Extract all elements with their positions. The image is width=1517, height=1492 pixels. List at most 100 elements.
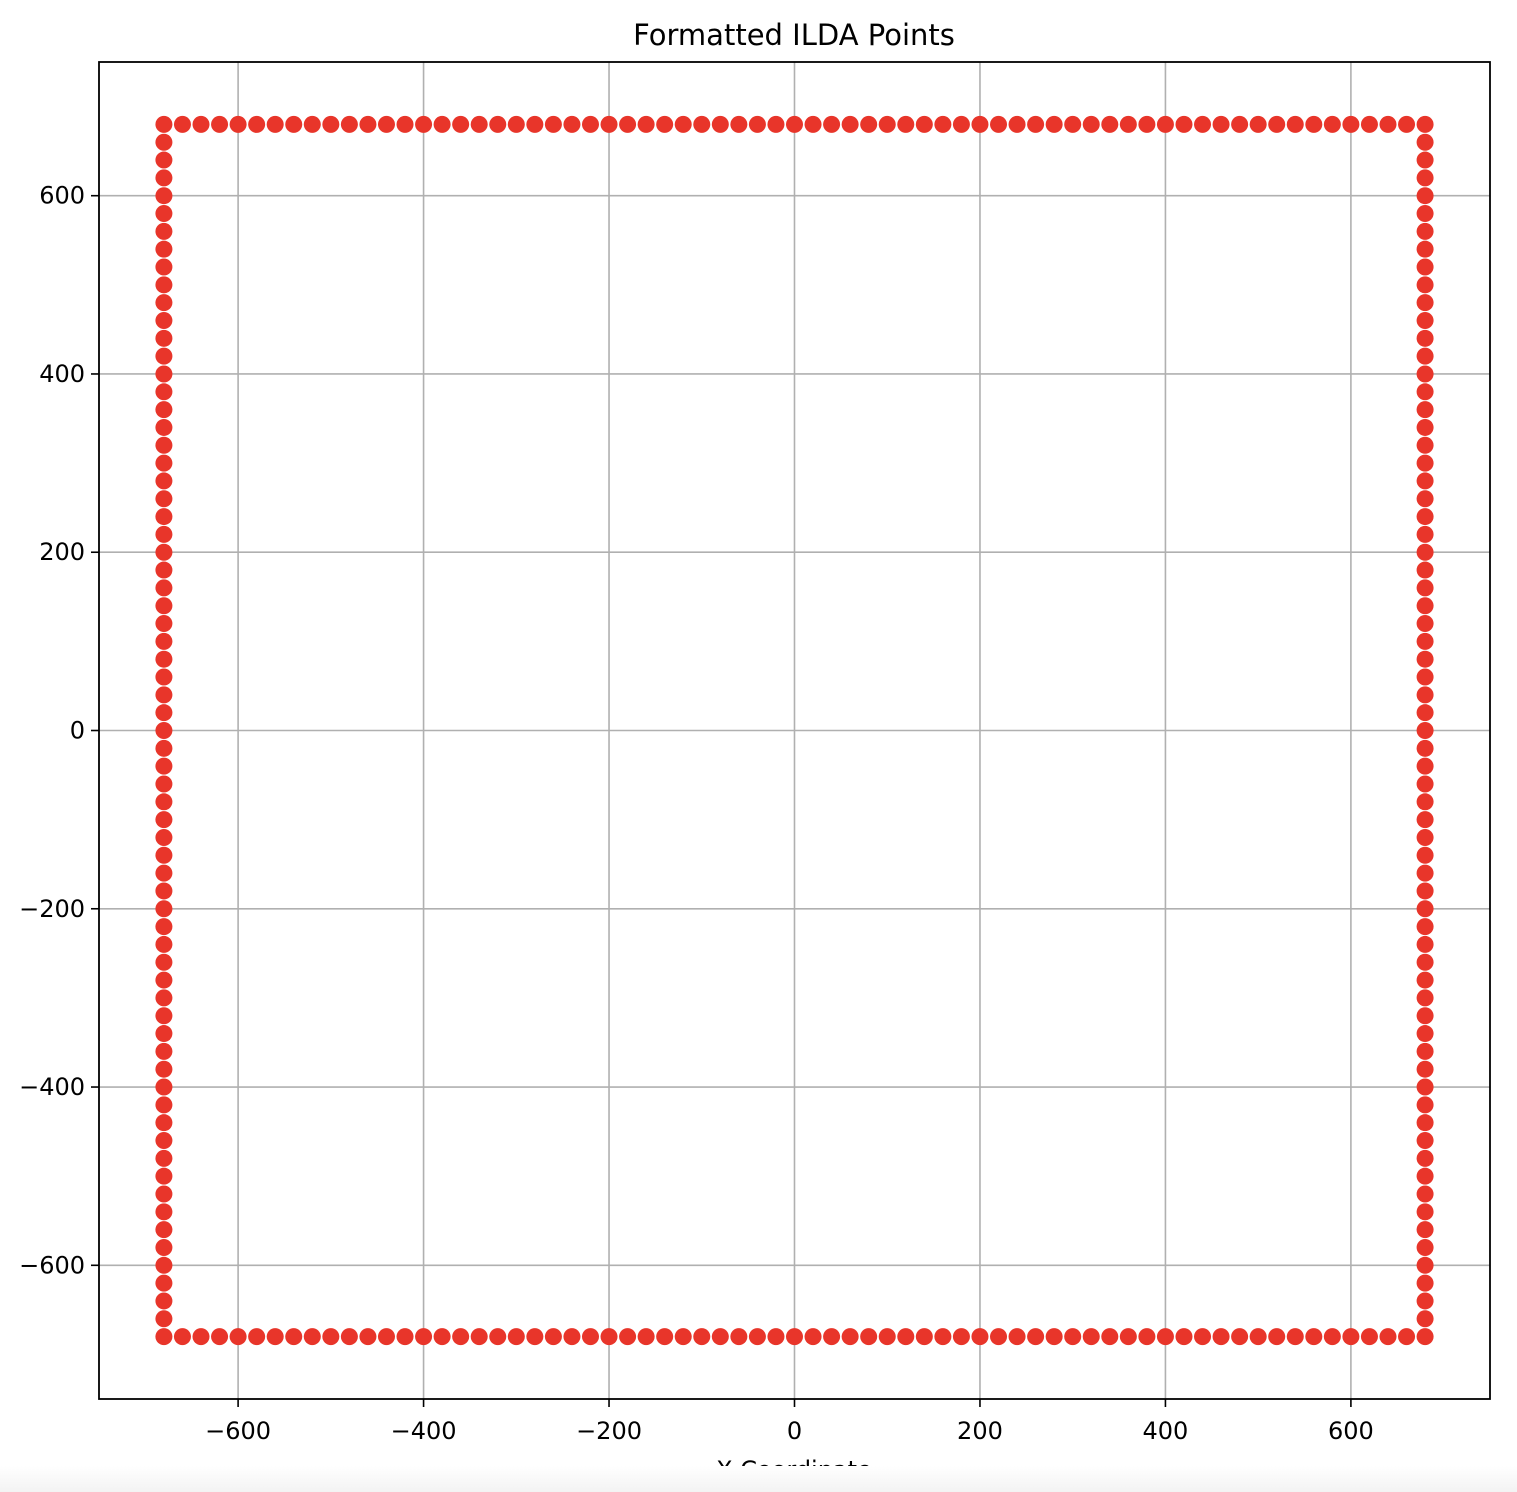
data-point — [1082, 1328, 1100, 1346]
data-point — [1416, 1149, 1434, 1167]
data-point — [155, 579, 173, 597]
data-point — [155, 240, 173, 258]
data-point — [340, 1328, 358, 1346]
data-point — [1119, 115, 1137, 133]
data-point — [1416, 418, 1434, 436]
chart-title: Formatted ILDA Points — [633, 18, 955, 52]
data-point — [563, 115, 581, 133]
data-point — [155, 1185, 173, 1203]
data-point — [1416, 757, 1434, 775]
data-point — [878, 115, 896, 133]
data-point — [823, 115, 841, 133]
data-point — [155, 757, 173, 775]
data-point — [155, 900, 173, 918]
data-point — [1416, 472, 1434, 490]
data-point — [1138, 1328, 1156, 1346]
data-point — [730, 115, 748, 133]
y-tick-label: 400 — [39, 360, 85, 388]
data-point — [1416, 793, 1434, 811]
data-point — [155, 133, 173, 151]
data-point — [1416, 1203, 1434, 1221]
data-point — [155, 704, 173, 722]
data-point — [285, 115, 303, 133]
data-point — [1416, 775, 1434, 793]
data-point — [415, 1328, 433, 1346]
data-point — [155, 205, 173, 223]
data-point — [1416, 846, 1434, 864]
data-point — [452, 115, 470, 133]
data-point — [155, 508, 173, 526]
data-point — [1416, 347, 1434, 365]
data-point — [1175, 115, 1193, 133]
data-point — [155, 401, 173, 419]
data-point — [1416, 329, 1434, 347]
data-point — [266, 115, 284, 133]
data-point — [1416, 900, 1434, 918]
data-point — [1416, 294, 1434, 312]
data-point — [637, 115, 655, 133]
data-point — [1416, 1114, 1434, 1132]
data-point — [155, 1203, 173, 1221]
x-tick-label: 200 — [957, 1417, 1003, 1445]
data-point — [1156, 115, 1174, 133]
grid — [99, 62, 1490, 1399]
data-point — [1416, 311, 1434, 329]
data-point — [359, 115, 377, 133]
data-point — [1416, 1221, 1434, 1239]
data-point — [934, 1328, 952, 1346]
data-point — [1416, 935, 1434, 953]
data-point — [470, 1328, 488, 1346]
data-point — [1268, 1328, 1286, 1346]
data-point — [155, 561, 173, 579]
data-point — [990, 1328, 1008, 1346]
data-point — [841, 115, 859, 133]
data-point — [1416, 971, 1434, 989]
data-point — [155, 739, 173, 757]
data-point — [155, 918, 173, 936]
data-point — [155, 793, 173, 811]
data-points — [155, 115, 1434, 1346]
data-point — [656, 115, 674, 133]
data-point — [1416, 686, 1434, 704]
data-point — [1398, 115, 1416, 133]
data-point — [415, 115, 433, 133]
data-point — [155, 1060, 173, 1078]
x-tick-label: −600 — [205, 1417, 271, 1445]
data-point — [581, 115, 599, 133]
window-bottom-edge — [0, 1466, 1517, 1492]
y-tick-label: 200 — [39, 538, 85, 566]
data-point — [767, 1328, 785, 1346]
data-point — [1416, 650, 1434, 668]
data-point — [1045, 115, 1063, 133]
data-point — [1360, 1328, 1378, 1346]
data-point — [1416, 1238, 1434, 1256]
data-point — [452, 1328, 470, 1346]
data-point — [1323, 115, 1341, 133]
data-point — [1286, 1328, 1304, 1346]
data-point — [748, 1328, 766, 1346]
data-point — [1416, 1078, 1434, 1096]
data-point — [1416, 1167, 1434, 1185]
data-point — [1008, 115, 1026, 133]
data-point — [1064, 1328, 1082, 1346]
data-point — [155, 650, 173, 668]
data-point — [489, 115, 507, 133]
data-point — [1416, 187, 1434, 205]
data-point — [711, 115, 729, 133]
y-tick-label: 600 — [39, 182, 85, 210]
data-point — [1045, 1328, 1063, 1346]
data-point — [693, 115, 711, 133]
data-point — [396, 115, 414, 133]
data-point — [211, 115, 229, 133]
data-point — [1231, 115, 1249, 133]
data-point — [693, 1328, 711, 1346]
data-point — [303, 1328, 321, 1346]
data-point — [656, 1328, 674, 1346]
data-point — [1416, 383, 1434, 401]
data-point — [470, 115, 488, 133]
data-point — [1416, 828, 1434, 846]
data-point — [155, 722, 173, 739]
data-point — [1342, 1328, 1360, 1346]
data-point — [229, 1328, 247, 1346]
data-point — [1416, 864, 1434, 882]
